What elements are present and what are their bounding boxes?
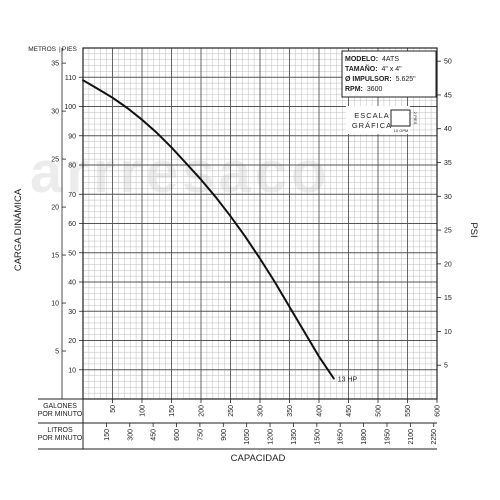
feet-tick-label: 50 [68,250,76,257]
lpm-tick-label: 1050 [244,429,251,445]
lpm-tick-label: 1800 [361,429,368,445]
psi-tick-label: 35 [444,160,452,167]
psi-tick-label: 40 [444,126,452,133]
capacity-axis-ticks: 50 100 150 200 250 300 350 400 450 500 550 600 150 30… [104,399,442,445]
scale-legend: ESCALA GRÁFICA 2 PIES 10 GPM [346,106,418,134]
gpm-row-label-1: GALONES [43,403,77,410]
series-line [82,79,335,380]
lpm-tick-label: 900 [221,429,228,441]
meters-tick-label: 30 [51,109,59,116]
gpm-tick-label: 350 [287,405,294,417]
psi-tick-label: 5 [444,363,448,370]
gpm-tick-label: 250 [228,405,235,417]
gpm-tick-label: 200 [199,405,206,417]
svg-text:RPM: 3600: RPM: 3600 [345,86,383,93]
gpm-tick-label: 300 [258,405,265,417]
svg-text:TAMAÑO: 4" x 4": TAMAÑO: 4" x 4" [345,64,402,73]
gpm-tick-label: 550 [405,405,412,417]
unit-separator: | [59,46,61,53]
scale-legend-title-2: GRÁFICA [352,121,392,130]
feet-tick-label: 40 [68,280,76,287]
gpm-row-label-2: POR MINUTO [38,411,83,418]
lpm-tick-label: 1650 [338,429,345,445]
scale-legend-square [390,109,411,127]
series-layer: 13 HP [82,79,358,384]
psi-tick-label: 50 [444,59,452,66]
meters-tick-label: 25 [51,157,59,164]
lpm-tick-label: 300 [127,429,134,441]
gpm-tick-label: 150 [169,405,176,417]
rpm-key: RPM: [345,86,363,93]
feet-unit-label: PIES [62,46,77,53]
lpm-tick-label: 600 [174,429,181,441]
meters-tick-label: 5 [55,349,59,356]
lpm-tick-label: 2250 [431,429,438,445]
gpm-tick-label: 50 [110,405,117,413]
meters-tick-label: 35 [51,61,59,68]
gpm-tick-label: 500 [376,405,383,417]
left-axis-ticks: 10 20 30 40 50 60 70 80 90 100 110 5 10 15 20 25 30 35 [51,48,83,399]
feet-tick-label: 60 [68,221,76,228]
psi-tick-label: 20 [444,261,452,268]
gpm-tick-label: 400 [317,405,324,417]
lpm-tick-label: 1350 [291,429,298,445]
lpm-tick-label: 150 [104,429,111,441]
feet-tick-label: 10 [68,367,76,374]
meters-tick-label: 15 [51,253,59,260]
psi-tick-label: 15 [444,295,452,302]
feet-tick-label: 100 [64,104,76,111]
feet-tick-label: 30 [68,309,76,316]
psi-tick-label: 30 [444,194,452,201]
psi-axis-ticks: 5 10 15 20 25 30 35 40 45 50 [437,59,452,370]
model-value: 4ATS [382,56,399,63]
svg-text:MODELO: 4ATS: MODELO: 4ATS [345,56,399,63]
scale-legend-title-1: ESCALA [354,111,390,120]
left-axis-label: CARGA DINÁMICA [13,188,24,271]
scale-legend-vertical: 2 PIES [413,112,418,125]
lpm-tick-label: 1500 [314,429,321,445]
psi-tick-label: 25 [444,228,452,235]
gpm-tick-label: 450 [346,405,353,417]
svg-text:Ø IMPULSOR: 5.625": Ø IMPULSOR: 5.625" [345,76,416,83]
meters-tick-label: 10 [51,301,59,308]
gpm-tick-label: 600 [435,405,442,417]
size-value: 4" x 4" [381,66,402,73]
lpm-tick-label: 750 [197,429,204,441]
capacity-rows [38,398,437,450]
right-axis-label: PSI [468,222,479,237]
gpm-tick-label: 100 [140,405,147,417]
lpm-tick-label: 1950 [384,429,391,445]
psi-tick-label: 10 [444,329,452,336]
size-key: TAMAÑO: [345,64,378,73]
x-axis-label: CAPACIDAD [231,453,286,464]
lpm-tick-label: 1200 [268,429,275,445]
model-key: MODELO: [345,56,378,63]
info-box: MODELO: 4ATS TAMAÑO: 4" x 4" Ø IMPULSOR:… [341,50,437,98]
feet-tick-label: 90 [68,133,76,140]
lpm-tick-label: 2100 [408,429,415,445]
rpm-value: 3600 [367,86,383,93]
psi-tick-label: 45 [444,92,452,99]
scale-legend-horizontal: 10 GPM [394,128,409,133]
feet-tick-label: 80 [68,163,76,170]
feet-tick-label: 110 [65,75,76,82]
impeller-value: 5.625" [396,76,417,83]
lpm-tick-label: 450 [151,429,158,441]
series-label: 13 HP [338,377,358,384]
meters-tick-label: 20 [51,205,59,212]
feet-tick-label: 70 [68,192,76,199]
lpm-row-label-1: LITROS [47,427,73,434]
meters-unit-label: METROS [28,46,56,53]
lpm-row-label-2: POR MINUTO [38,435,83,442]
impeller-key: Ø IMPULSOR: [345,76,392,83]
feet-tick-label: 20 [68,338,76,345]
